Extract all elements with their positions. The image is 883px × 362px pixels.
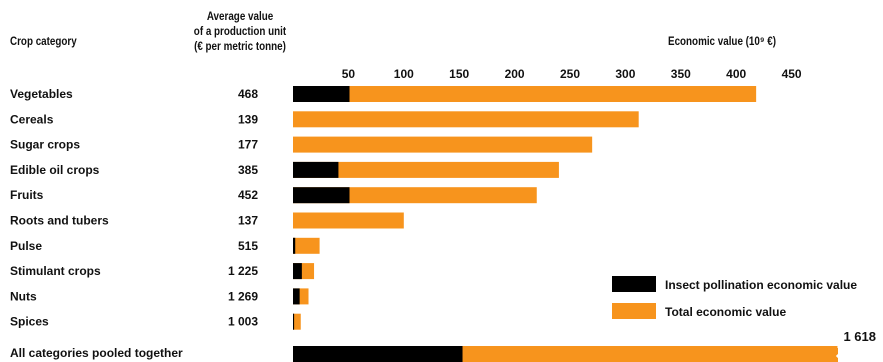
category-label-5: Roots and tubers <box>10 214 109 228</box>
category-label-7: Stimulant crops <box>10 264 101 278</box>
category-label-2: Sugar crops <box>10 138 80 152</box>
total-value-bar-5 <box>293 212 404 229</box>
legend-swatch-pollination <box>612 276 656 292</box>
x-tick-label-400: 400 <box>726 67 746 81</box>
total-value-bar-9 <box>293 313 301 330</box>
avg-value-8: 1 269 <box>228 289 258 303</box>
avg-value-7: 1 225 <box>228 264 258 278</box>
avg-value-header-line2: of a production unit <box>193 24 287 38</box>
pollination-value-bar-4 <box>293 187 350 204</box>
avg-value-5: 137 <box>238 214 258 228</box>
avg-value-header-line1: Average value <box>206 9 274 23</box>
avg-value-9: 1 003 <box>228 315 258 329</box>
pollination-value-bar-3 <box>293 161 339 178</box>
pooled-total-label: 1 618 <box>843 329 876 344</box>
pollination-value-bar-6 <box>293 237 296 254</box>
pollination-value-bar-0 <box>293 86 350 102</box>
category-label-6: Pulse <box>10 239 42 253</box>
avg-value-4: 452 <box>238 188 258 202</box>
avg-value-1: 139 <box>238 112 258 126</box>
legend-label-pollination: Insect pollination economic value <box>665 278 857 292</box>
legend-swatch-total <box>612 303 656 319</box>
pollination-value-bar-9 <box>293 313 295 330</box>
avg-value-header-line3: (€ per metric tonne) <box>194 39 286 53</box>
total-value-bar-1 <box>293 111 639 128</box>
x-tick-label-150: 150 <box>449 67 469 81</box>
x-tick-label-100: 100 <box>394 67 414 81</box>
total-value-bar-0 <box>293 86 757 102</box>
category-label-8: Nuts <box>10 289 37 303</box>
category-label-0: Vegetables <box>10 87 73 101</box>
total-value-bar-4 <box>293 187 537 204</box>
total-value-bar-2 <box>293 136 593 153</box>
x-tick-label-50: 50 <box>342 67 356 81</box>
category-label-4: Fruits <box>10 188 44 202</box>
category-label-9: Spices <box>10 315 49 329</box>
total-value-bar-6 <box>293 237 320 254</box>
x-tick-label-200: 200 <box>505 67 525 81</box>
pooled-bar-break-mark <box>835 344 846 362</box>
pollination-value-bar-7 <box>293 263 302 280</box>
x-tick-label-350: 350 <box>671 67 691 81</box>
x-tick-label-450: 450 <box>782 67 802 81</box>
avg-value-3: 385 <box>238 163 258 177</box>
category-column-header: Crop category <box>10 34 77 48</box>
pooled-pollination-bar <box>293 346 463 362</box>
total-value-bar-3 <box>293 161 559 178</box>
x-tick-label-250: 250 <box>560 67 580 81</box>
x-tick-label-300: 300 <box>615 67 635 81</box>
legend-label-total: Total economic value <box>665 305 786 319</box>
avg-value-2: 177 <box>238 138 258 152</box>
pollination-value-bar-8 <box>293 288 300 305</box>
avg-value-6: 515 <box>238 239 258 253</box>
category-label-3: Edible oil crops <box>10 163 100 177</box>
pooled-label: All categories pooled together <box>10 346 183 360</box>
avg-value-0: 468 <box>238 87 258 101</box>
category-label-1: Cereals <box>10 112 54 126</box>
economic-value-header: Economic value (10⁹ €) <box>668 34 777 48</box>
